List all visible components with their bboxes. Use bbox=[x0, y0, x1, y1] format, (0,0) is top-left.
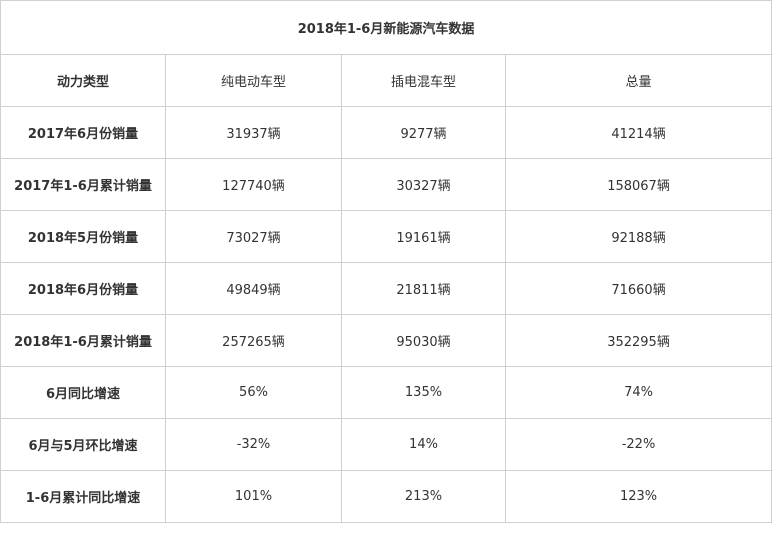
cell-bev: 73027辆 bbox=[165, 210, 342, 263]
cell-phev: 213% bbox=[341, 470, 506, 523]
table-row: 2017年1-6月累计销量 127740辆 30327辆 158067辆 bbox=[0, 158, 772, 211]
cell-bev: 101% bbox=[165, 470, 342, 523]
cell-bev: 56% bbox=[165, 366, 342, 419]
cell-total: 352295辆 bbox=[504, 314, 772, 367]
cell-bev: 31937辆 bbox=[165, 106, 342, 159]
row-label: 6月与5月环比增速 bbox=[0, 418, 166, 471]
header-cell-phev: 插电混车型 bbox=[341, 54, 506, 107]
row-label: 2018年1-6月累计销量 bbox=[0, 314, 166, 367]
cell-bev: 49849辆 bbox=[165, 262, 342, 315]
table-title: 2018年1-6月新能源汽车数据 bbox=[0, 0, 772, 55]
cell-total: 71660辆 bbox=[504, 262, 772, 315]
row-label: 2017年6月份销量 bbox=[0, 106, 166, 159]
cell-total: 92188辆 bbox=[504, 210, 772, 263]
header-cell-total: 总量 bbox=[504, 54, 772, 107]
row-label: 1-6月累计同比增速 bbox=[0, 470, 166, 523]
cell-bev: -32% bbox=[165, 418, 342, 471]
table-row: 1-6月累计同比增速 101% 213% 123% bbox=[0, 470, 772, 523]
header-row: 动力类型 纯电动车型 插电混车型 总量 bbox=[0, 54, 772, 107]
row-label: 2018年5月份销量 bbox=[0, 210, 166, 263]
table-row: 2017年6月份销量 31937辆 9277辆 41214辆 bbox=[0, 106, 772, 159]
table-row: 2018年1-6月累计销量 257265辆 95030辆 352295辆 bbox=[0, 314, 772, 367]
cell-phev: 19161辆 bbox=[341, 210, 506, 263]
title-row: 2018年1-6月新能源汽车数据 bbox=[0, 0, 772, 55]
cell-phev: 21811辆 bbox=[341, 262, 506, 315]
cell-bev: 257265辆 bbox=[165, 314, 342, 367]
row-label: 2018年6月份销量 bbox=[0, 262, 166, 315]
header-cell-bev: 纯电动车型 bbox=[165, 54, 342, 107]
cell-total: 123% bbox=[504, 470, 772, 523]
cell-phev: 30327辆 bbox=[341, 158, 506, 211]
row-label: 6月同比增速 bbox=[0, 366, 166, 419]
table-row: 2018年6月份销量 49849辆 21811辆 71660辆 bbox=[0, 262, 772, 315]
cell-phev: 135% bbox=[341, 366, 506, 419]
cell-bev: 127740辆 bbox=[165, 158, 342, 211]
cell-phev: 95030辆 bbox=[341, 314, 506, 367]
table-row: 6月同比增速 56% 135% 74% bbox=[0, 366, 772, 419]
cell-total: -22% bbox=[504, 418, 772, 471]
cell-phev: 14% bbox=[341, 418, 506, 471]
table-row: 2018年5月份销量 73027辆 19161辆 92188辆 bbox=[0, 210, 772, 263]
row-label: 2017年1-6月累计销量 bbox=[0, 158, 166, 211]
cell-phev: 9277辆 bbox=[341, 106, 506, 159]
cell-total: 41214辆 bbox=[504, 106, 772, 159]
cell-total: 74% bbox=[504, 366, 772, 419]
header-cell-type: 动力类型 bbox=[0, 54, 166, 107]
cell-total: 158067辆 bbox=[504, 158, 772, 211]
table-row: 6月与5月环比增速 -32% 14% -22% bbox=[0, 418, 772, 471]
